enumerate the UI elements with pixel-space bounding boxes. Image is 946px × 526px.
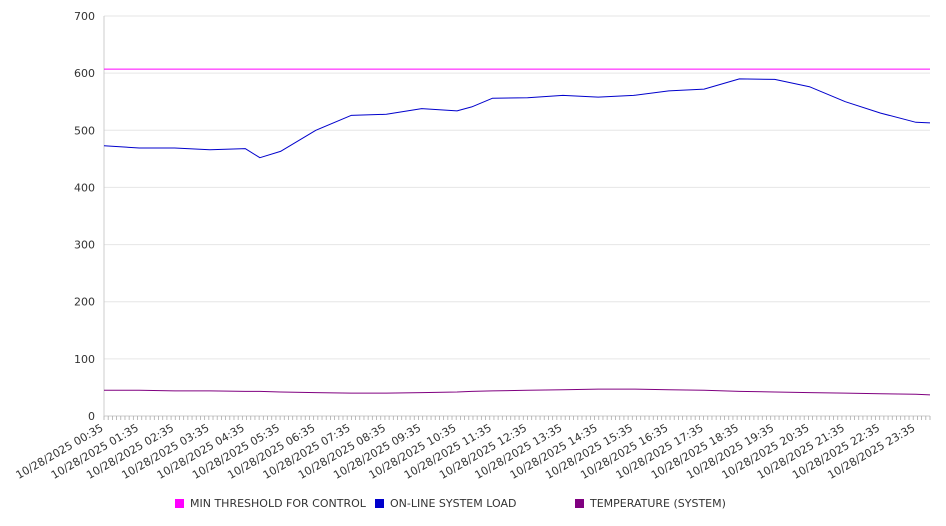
legend-item-system-load: ON-LINE SYSTEM LOAD [375,497,516,510]
legend-label-threshold: MIN THRESHOLD FOR CONTROL [190,497,366,510]
y-tick-label: 0 [88,410,95,423]
y-tick-label: 700 [74,10,95,23]
y-tick-label: 600 [74,67,95,80]
legend-item-temperature: TEMPERATURE (SYSTEM) [575,497,726,510]
legend: MIN THRESHOLD FOR CONTROL ON-LINE SYSTEM… [0,497,946,515]
legend-swatch-threshold [175,499,184,508]
legend-label-system-load: ON-LINE SYSTEM LOAD [390,497,517,510]
series-line-on-line-system-load [103,78,931,159]
legend-swatch-system-load [375,499,384,508]
y-tick-label: 500 [74,124,95,137]
legend-swatch-temperature [575,499,584,508]
y-tick-label: 300 [74,239,95,252]
y-tick-label: 200 [74,296,95,309]
y-tick-label: 400 [74,181,95,194]
series-line-temperature-system [104,388,931,396]
legend-label-temperature: TEMPERATURE (SYSTEM) [590,497,726,510]
y-tick-label: 100 [74,353,95,366]
legend-item-threshold: MIN THRESHOLD FOR CONTROL [175,497,366,510]
